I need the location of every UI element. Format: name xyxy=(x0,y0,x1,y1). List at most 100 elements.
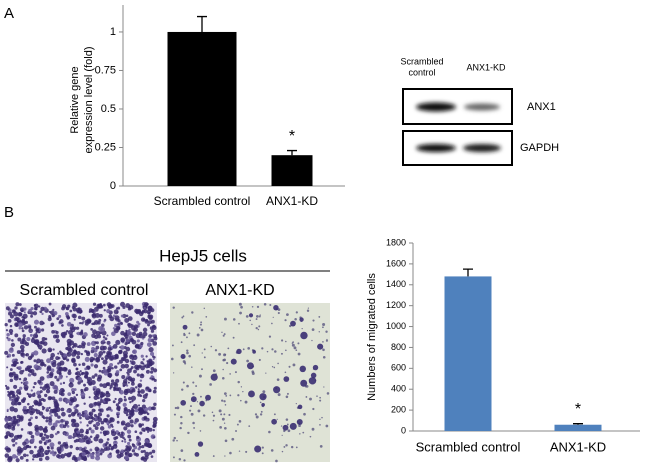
panel-label: B xyxy=(4,204,14,221)
cell xyxy=(7,390,10,393)
cell xyxy=(11,426,16,431)
cell xyxy=(220,413,223,416)
cell xyxy=(254,413,258,416)
cell xyxy=(285,444,288,447)
cell xyxy=(239,311,242,315)
cell xyxy=(66,338,72,344)
cell xyxy=(98,318,102,322)
cell xyxy=(153,436,156,439)
cell xyxy=(97,412,103,417)
cell xyxy=(16,389,22,395)
cell xyxy=(123,409,129,415)
cell xyxy=(152,324,156,329)
cell xyxy=(147,305,153,311)
cell xyxy=(35,427,38,431)
cell xyxy=(48,406,51,410)
cell xyxy=(146,342,152,347)
cell xyxy=(30,369,35,374)
cell xyxy=(203,307,206,310)
cell xyxy=(180,341,183,344)
cell xyxy=(75,404,79,408)
cell xyxy=(9,368,13,372)
cell xyxy=(105,408,109,411)
cell xyxy=(39,320,44,326)
cell xyxy=(153,402,157,407)
cell xyxy=(68,435,73,439)
cell xyxy=(179,426,182,430)
cell xyxy=(103,303,106,307)
cell xyxy=(118,409,121,412)
cell xyxy=(27,373,32,377)
cell xyxy=(130,395,137,401)
cell xyxy=(136,435,140,439)
x-tick-label: ANX1-KD xyxy=(266,194,318,208)
cell xyxy=(33,359,37,363)
cell xyxy=(45,440,49,443)
cell xyxy=(119,433,124,438)
cell xyxy=(261,347,264,350)
cell xyxy=(56,430,60,434)
cell xyxy=(71,357,76,363)
cell xyxy=(285,340,287,343)
cell xyxy=(76,428,79,431)
cell xyxy=(141,456,145,460)
cell xyxy=(203,348,206,351)
y-tick-label: 200 xyxy=(391,404,406,414)
cell xyxy=(86,381,90,384)
cell xyxy=(89,448,93,452)
cell xyxy=(251,305,254,308)
cell xyxy=(139,379,143,382)
cell xyxy=(103,309,106,312)
cell xyxy=(225,394,228,397)
cell xyxy=(20,428,24,431)
cell xyxy=(7,337,11,342)
cell xyxy=(194,452,200,457)
cell xyxy=(94,446,100,452)
cell xyxy=(23,307,27,311)
cell xyxy=(71,306,75,309)
cell xyxy=(48,412,52,415)
cell xyxy=(102,359,108,365)
cell xyxy=(79,373,82,377)
cell xyxy=(35,328,40,333)
cell xyxy=(69,309,73,313)
cell xyxy=(33,364,39,370)
cell xyxy=(150,370,154,374)
cell xyxy=(10,400,16,406)
cell xyxy=(142,335,146,339)
cell xyxy=(59,360,65,366)
micrograph-title: HepJ5 cells xyxy=(159,246,247,265)
cell xyxy=(95,455,101,461)
cell xyxy=(27,421,33,427)
cell xyxy=(39,386,43,389)
cell xyxy=(144,455,149,460)
cell xyxy=(130,424,134,428)
cell xyxy=(311,328,315,331)
cell xyxy=(120,314,124,318)
cell xyxy=(4,418,9,423)
cell xyxy=(296,418,303,425)
cell xyxy=(79,428,85,434)
cell xyxy=(122,384,126,388)
cell xyxy=(195,385,198,387)
cell xyxy=(137,404,141,407)
cell xyxy=(100,420,105,425)
y-tick-label: 0.25 xyxy=(95,141,116,153)
cell xyxy=(286,313,289,317)
cell xyxy=(248,425,251,427)
cell xyxy=(89,435,93,439)
cell xyxy=(48,418,53,423)
cell xyxy=(79,433,84,438)
cell xyxy=(47,347,53,353)
cell xyxy=(295,349,298,352)
cell xyxy=(107,423,110,426)
cell xyxy=(251,370,255,374)
cell xyxy=(8,328,14,334)
cell xyxy=(149,377,152,380)
cell xyxy=(33,381,37,386)
bar xyxy=(167,31,237,187)
y-tick-label: 800 xyxy=(391,342,406,352)
y-tick-label: 400 xyxy=(391,384,406,394)
cell xyxy=(148,451,153,455)
